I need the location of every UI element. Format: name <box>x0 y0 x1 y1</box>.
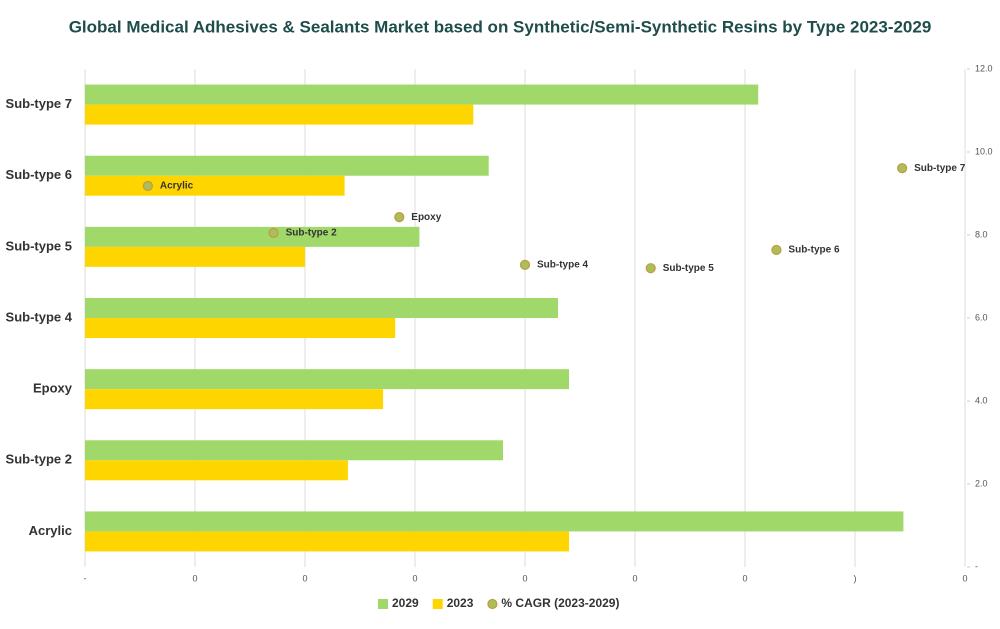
y-tick-label: Sub-type 5 <box>6 238 72 253</box>
y2-tick-label: 8.0 <box>975 229 988 239</box>
y2-tick-label: 2.0 <box>975 478 988 488</box>
y-tick-label: Sub-type 4 <box>6 309 73 324</box>
bar <box>85 155 489 176</box>
point-label: Sub-type 7 <box>914 163 966 174</box>
y-tick-label: Acrylic <box>29 523 72 538</box>
legend-swatch <box>378 599 388 609</box>
x-tick-label: ) <box>854 573 857 583</box>
chart-title: Global Medical Adhesives & Sealants Mark… <box>69 17 932 36</box>
x-tick-label: 0 <box>412 573 417 583</box>
point-label: Sub-type 2 <box>286 228 338 239</box>
x-tick-label: 0 <box>302 573 307 583</box>
y-tick-label: Sub-type 2 <box>6 452 72 467</box>
legend-marker <box>487 598 498 610</box>
legend-label: 2023 <box>447 596 474 610</box>
bar <box>85 84 759 105</box>
point-label: Sub-type 5 <box>663 263 715 274</box>
y-tick-label: Sub-type 6 <box>6 167 72 182</box>
y2-tick-label: 6.0 <box>975 312 988 322</box>
y-tick-label: Epoxy <box>33 381 73 396</box>
point-label: Sub-type 6 <box>788 245 840 256</box>
y2-tick-label: 10.0 <box>975 146 993 156</box>
x-tick-label: 0 <box>962 573 967 583</box>
legend-label: 2029 <box>392 596 419 610</box>
bar <box>85 298 558 318</box>
x-tick-label: 0 <box>742 573 747 583</box>
scatter-point <box>394 212 405 223</box>
bar <box>85 175 345 196</box>
x-tick-label: 0 <box>522 573 527 583</box>
y2-tick-label: 12.0 <box>975 63 993 73</box>
y-tick-label: Sub-type 7 <box>6 96 72 111</box>
bar <box>85 389 384 410</box>
y2-tick-label: - <box>975 561 978 571</box>
x-tick-label: 0 <box>632 573 637 583</box>
bar <box>85 531 569 552</box>
bar <box>85 246 305 267</box>
x-tick-label: - <box>84 573 87 583</box>
bar <box>85 369 569 390</box>
point-label: Sub-type 4 <box>537 260 589 271</box>
scatter-point <box>771 244 782 256</box>
bar <box>85 318 396 338</box>
scatter-point <box>519 259 531 270</box>
y2-tick-label: 4.0 <box>975 395 988 405</box>
point-label: Acrylic <box>160 181 194 192</box>
scatter-point <box>645 263 656 274</box>
scatter-point <box>268 227 279 239</box>
scatter-point <box>142 180 153 192</box>
scatter-point <box>897 163 908 174</box>
point-label: Epoxy <box>411 212 441 223</box>
bar <box>85 460 348 481</box>
bar <box>85 511 904 532</box>
legend-swatch <box>432 599 443 609</box>
x-tick-label: 0 <box>192 573 197 583</box>
bar <box>85 440 503 461</box>
bar <box>85 104 474 125</box>
bar <box>85 226 420 247</box>
legend-label: % CAGR (2023-2029) <box>501 596 619 610</box>
